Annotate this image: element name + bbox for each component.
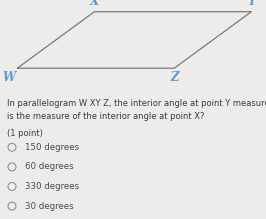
Text: is the measure of the interior angle at point X?: is the measure of the interior angle at … xyxy=(7,112,204,121)
Text: 60 degrees: 60 degrees xyxy=(25,162,74,171)
Text: Y: Y xyxy=(247,0,256,9)
Text: X: X xyxy=(90,0,99,9)
Text: (1 point): (1 point) xyxy=(7,129,43,138)
Text: 150 degrees: 150 degrees xyxy=(25,143,79,152)
Text: Z: Z xyxy=(170,71,178,85)
Text: 30 degrees: 30 degrees xyxy=(25,202,74,211)
Text: 330 degrees: 330 degrees xyxy=(25,182,79,191)
Text: In parallelogram W XY Z, the interior angle at point Y measures 30 degrees. What: In parallelogram W XY Z, the interior an… xyxy=(7,99,266,108)
Text: W: W xyxy=(3,71,16,85)
